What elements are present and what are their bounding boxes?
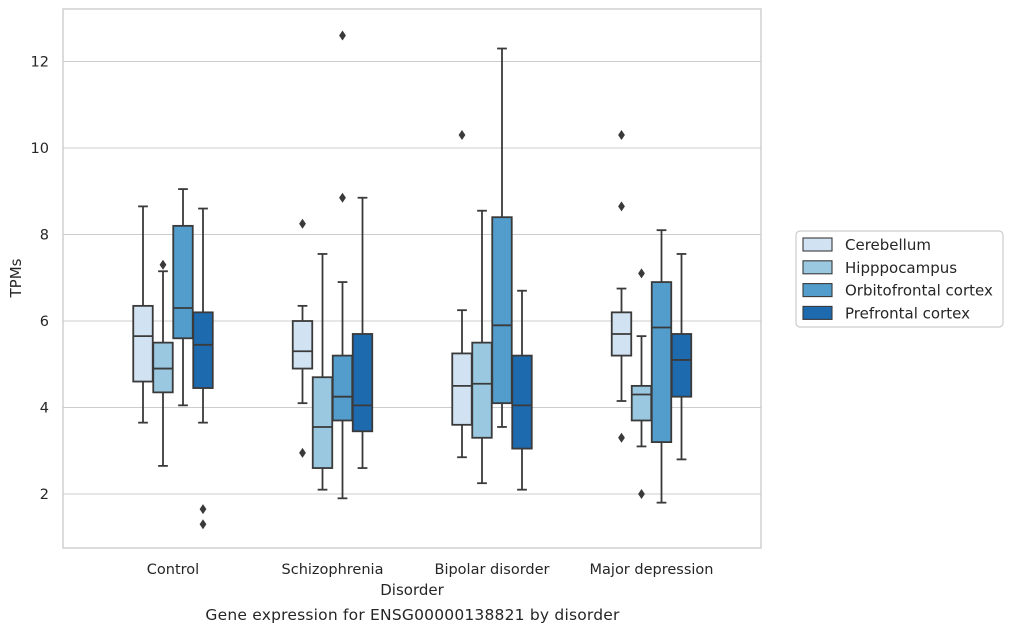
outlier-point [159, 259, 167, 270]
x-tick-label: Major depression [590, 562, 714, 578]
box-plot-boxes [132, 30, 693, 530]
iqr-box [630, 384, 653, 422]
outlier-point [458, 130, 466, 141]
y-tick-label: 2 [40, 487, 49, 503]
outlier-point [299, 218, 306, 229]
box-hipppocampus [152, 259, 174, 467]
box-hipppocampus [311, 253, 334, 491]
y-tick-label: 4 [40, 401, 49, 417]
iqr-box [331, 354, 354, 422]
outlier-point [638, 489, 645, 499]
legend-label: Prefrontal cortex [845, 304, 970, 322]
outlier-point [618, 130, 625, 141]
iqr-box [172, 224, 194, 340]
x-tick-label: Control [147, 562, 199, 578]
iqr-box [451, 352, 473, 426]
iqr-box [511, 354, 533, 450]
outlier-point [199, 519, 207, 530]
x-axis-ticks: Control Schizophrenia Bipolar disorder Majo… [147, 562, 714, 578]
box-orbitofrontal-cortex [650, 229, 673, 504]
y-tick-label: 8 [40, 228, 49, 244]
y-axis-ticks: 2 4 6 8 10 12 [31, 55, 49, 504]
legend-swatch [802, 260, 833, 275]
box-orbitofrontal-cortex [491, 47, 513, 428]
box-hipppocampus [471, 209, 493, 485]
outlier-point [618, 201, 625, 212]
legend-swatch [802, 283, 833, 298]
outlier-point [199, 504, 207, 515]
legend-label: Hipppocampus [845, 259, 957, 277]
legend: Cerebellum Hipppocampus Orbitofrontal cort… [795, 230, 1004, 328]
iqr-box [491, 216, 513, 405]
iqr-box [152, 341, 174, 394]
outlier-point [339, 192, 346, 203]
box-orbitofrontal-cortex [172, 188, 194, 407]
box-hipppocampus [630, 268, 653, 499]
iqr-box [471, 341, 493, 439]
iqr-box [291, 320, 314, 370]
iqr-box [650, 281, 673, 444]
y-tick-label: 6 [40, 314, 49, 330]
legend-label: Orbitofrontal cortex [845, 282, 993, 300]
iqr-box [670, 333, 693, 398]
outlier-point [339, 30, 346, 41]
legend-swatch [802, 305, 833, 320]
figure-caption: Gene expression for ENSG00000138821 by d… [205, 606, 620, 624]
box-cerebellum [610, 130, 633, 443]
box-prefrontal-cortex [351, 196, 374, 469]
outlier-point [638, 268, 645, 279]
box-cerebellum [132, 205, 154, 424]
box-prefrontal-cortex [670, 253, 693, 461]
box-prefrontal-cortex [192, 207, 214, 530]
box-prefrontal-cortex [511, 289, 533, 491]
iqr-box [311, 376, 334, 469]
box-cerebellum [291, 218, 314, 458]
iqr-box [351, 333, 374, 433]
x-axis-title: Disorder [380, 581, 444, 599]
iqr-box [132, 304, 154, 383]
outlier-point [299, 447, 306, 458]
y-tick-label: 12 [31, 55, 49, 71]
legend-label: Cerebellum [845, 236, 931, 254]
x-tick-label: Schizophrenia [282, 562, 384, 578]
y-tick-label: 10 [31, 141, 49, 157]
box-orbitofrontal-cortex [331, 30, 354, 500]
legend-frame [795, 230, 1004, 328]
iqr-box [192, 311, 214, 389]
legend-swatch [802, 237, 833, 252]
x-tick-label: Bipolar disorder [435, 562, 550, 578]
plot-frame [62, 8, 762, 549]
outlier-point [618, 432, 625, 443]
box-cerebellum [451, 130, 473, 459]
y-axis-title: TPMs [7, 258, 25, 298]
